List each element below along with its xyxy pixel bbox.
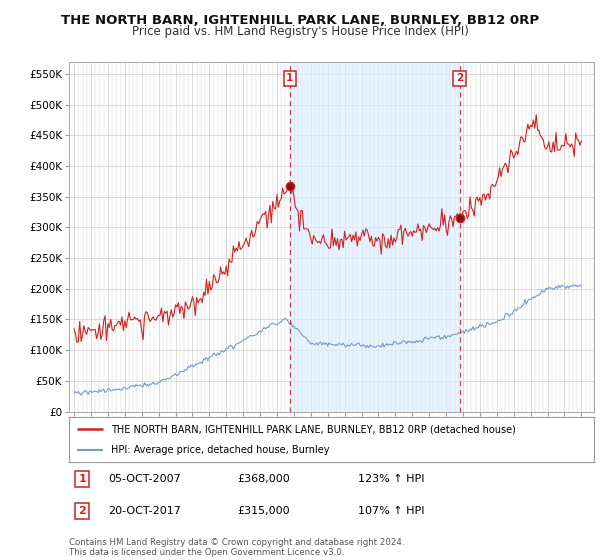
Text: THE NORTH BARN, IGHTENHILL PARK LANE, BURNLEY, BB12 0RP: THE NORTH BARN, IGHTENHILL PARK LANE, BU… <box>61 14 539 27</box>
Text: Price paid vs. HM Land Registry's House Price Index (HPI): Price paid vs. HM Land Registry's House … <box>131 25 469 38</box>
Text: £315,000: £315,000 <box>237 506 290 516</box>
Text: 20-OCT-2017: 20-OCT-2017 <box>109 506 181 516</box>
Bar <box>290 62 460 412</box>
Text: THE NORTH BARN, IGHTENHILL PARK LANE, BURNLEY, BB12 0RP (detached house): THE NORTH BARN, IGHTENHILL PARK LANE, BU… <box>111 424 516 435</box>
Text: 2: 2 <box>78 506 86 516</box>
Text: 1: 1 <box>78 474 86 484</box>
Text: £368,000: £368,000 <box>237 474 290 484</box>
Text: Contains HM Land Registry data © Crown copyright and database right 2024.
This d: Contains HM Land Registry data © Crown c… <box>69 538 404 557</box>
Text: 1: 1 <box>286 73 293 83</box>
Text: 2: 2 <box>456 73 463 83</box>
Text: HPI: Average price, detached house, Burnley: HPI: Average price, detached house, Burn… <box>111 445 329 455</box>
Text: 123% ↑ HPI: 123% ↑ HPI <box>358 474 424 484</box>
Text: 107% ↑ HPI: 107% ↑ HPI <box>358 506 424 516</box>
Text: 05-OCT-2007: 05-OCT-2007 <box>109 474 181 484</box>
